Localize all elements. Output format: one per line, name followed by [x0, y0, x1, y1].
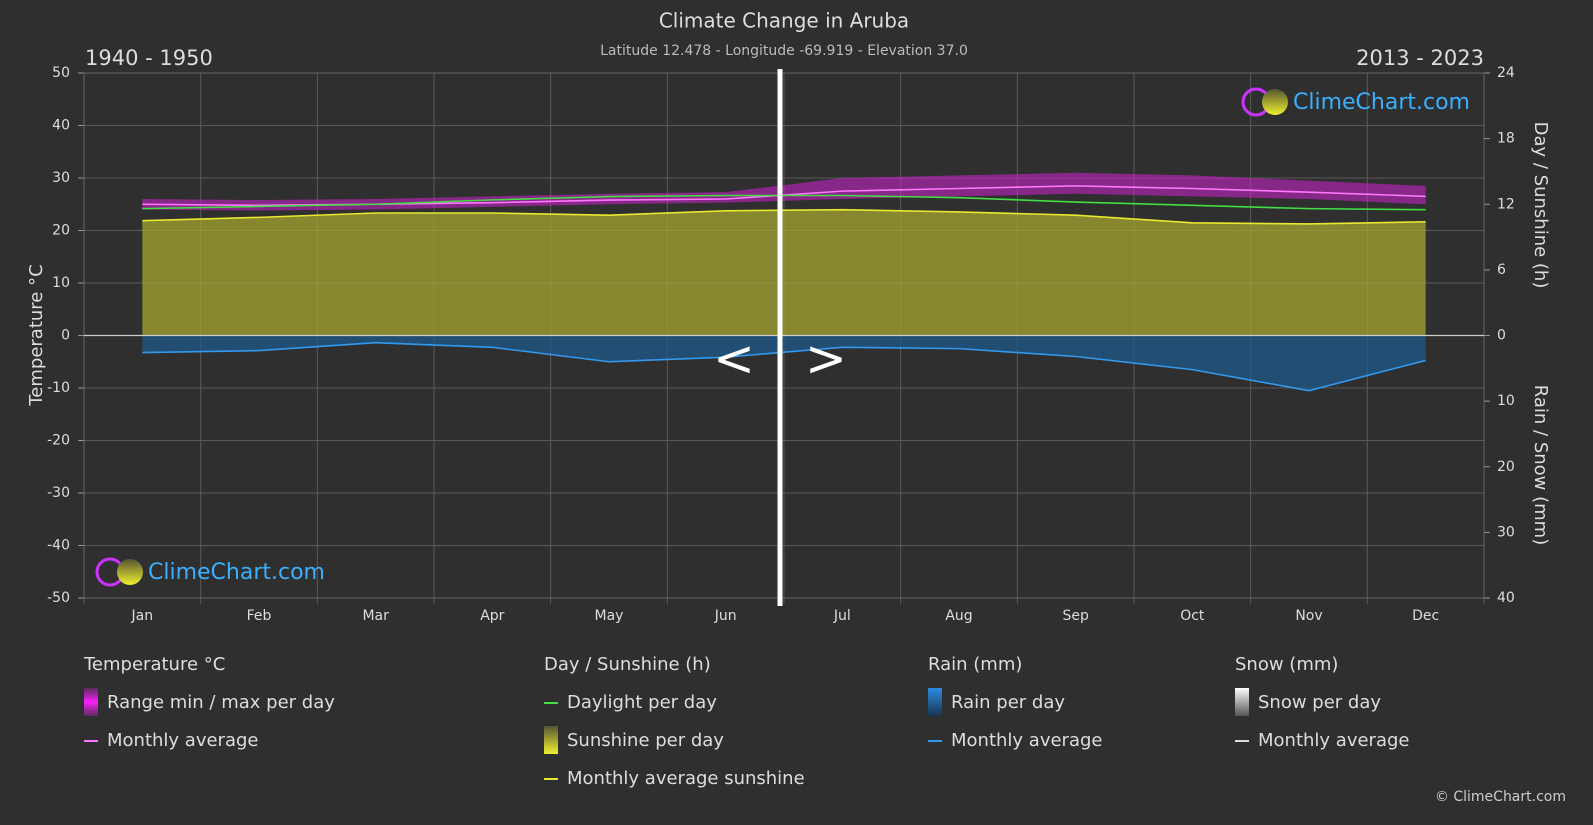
line	[142, 341, 1426, 392]
legend-label: Snow per day	[1258, 692, 1381, 713]
legend-label: Monthly average sunshine	[567, 768, 805, 789]
y3-tick-label: 30	[1497, 524, 1515, 540]
y2-tick-label: 24	[1497, 65, 1515, 81]
x-tick-label: Mar	[362, 608, 389, 624]
y-tick-label: -30	[47, 485, 70, 501]
x-tick-label: Nov	[1295, 608, 1322, 624]
legend-swatch	[1235, 688, 1249, 716]
y-tick-label: 0	[61, 328, 70, 344]
x-tick-label: Apr	[480, 608, 504, 624]
nav-arrow[interactable]: >	[805, 330, 847, 388]
y2-tick-label: 6	[1497, 262, 1506, 278]
nav-arrow[interactable]: <	[713, 330, 755, 388]
x-tick-label: Feb	[247, 608, 272, 624]
y-tick-label: -50	[47, 590, 70, 606]
y-tick-label: 40	[52, 118, 70, 134]
legend-label: Daylight per day	[567, 692, 717, 713]
legend-label: Monthly average	[107, 730, 258, 751]
area	[142, 335, 1426, 391]
x-tick-label: Jun	[714, 608, 737, 624]
legend-title: Rain (mm)	[928, 654, 1022, 675]
line	[142, 208, 1426, 225]
y2-tick-label: 0	[1497, 328, 1506, 344]
copyright: © ClimeChart.com	[1435, 789, 1566, 805]
line	[142, 194, 1426, 211]
plot-area: -50 -40 -30 -20 -10 0 10 20 30 40 50 0 6 12 18 24 10 20 30…	[47, 65, 1515, 624]
legend-title: Day / Sunshine (h)	[544, 654, 711, 675]
y-tick-label: 10	[52, 275, 70, 291]
y3-axis-label: Rain / Snow (mm)	[1530, 385, 1551, 545]
x-tick-label: Jul	[833, 608, 851, 624]
legend-label: Rain per day	[951, 692, 1065, 713]
chart-subtitle: Latitude 12.478 - Longitude -69.919 - El…	[600, 43, 968, 59]
logo-bottom: ClimeChart.com	[95, 557, 325, 587]
y3-tick-label: 40	[1497, 590, 1515, 606]
period-left: 1940 - 1950	[85, 46, 213, 70]
legend-label: Monthly average	[1258, 730, 1409, 751]
y-tick-label: 50	[52, 65, 70, 81]
period-right: 2013 - 2023	[1356, 46, 1484, 70]
x-tick-label: Sep	[1062, 608, 1089, 624]
legend-swatch	[928, 688, 942, 716]
y2-axis-label: Day / Sunshine (h)	[1530, 122, 1551, 289]
legend-title: Snow (mm)	[1235, 654, 1338, 675]
brand: ClimeChart.com	[148, 560, 325, 585]
logo-top: ClimeChart.com	[1241, 87, 1470, 117]
legend-label: Sunshine per day	[567, 730, 724, 751]
logo-sun	[117, 559, 143, 585]
brand: ClimeChart.com	[1293, 90, 1470, 115]
chart-title: Climate Change in Aruba	[659, 9, 909, 33]
y-tick-label: -10	[47, 380, 70, 396]
legend-swatch	[544, 726, 558, 754]
period-divider	[777, 69, 783, 606]
logo-sun	[1262, 89, 1288, 115]
y-tick-label: -40	[47, 538, 70, 554]
y-tick-label: 20	[52, 223, 70, 239]
y2-tick-label: 18	[1497, 131, 1515, 147]
y3-tick-label: 10	[1497, 393, 1515, 409]
area	[142, 209, 1426, 336]
legend-swatch	[84, 688, 98, 716]
x-tick-label: Dec	[1412, 608, 1439, 624]
x-tick-label: May	[595, 608, 624, 624]
legend-label: Monthly average	[951, 730, 1102, 751]
x-tick-label: Oct	[1180, 608, 1205, 624]
y3-tick-label: 20	[1497, 459, 1515, 475]
legend-label: Range min / max per day	[107, 692, 335, 713]
y-axis-label: Temperature °C	[26, 264, 47, 406]
x-tick-label: Aug	[945, 608, 972, 624]
legend-title: Temperature °C	[83, 654, 225, 675]
y-tick-label: -20	[47, 433, 70, 449]
x-tick-label: Jan	[131, 608, 154, 624]
y-tick-label: 30	[52, 170, 70, 186]
y2-tick-label: 12	[1497, 196, 1515, 212]
